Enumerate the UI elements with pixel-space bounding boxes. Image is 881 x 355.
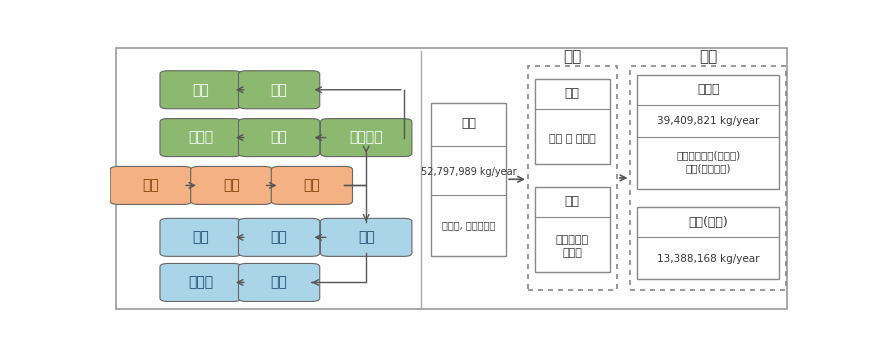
FancyBboxPatch shape (190, 166, 272, 204)
Text: 사용: 사용 (223, 179, 240, 192)
FancyBboxPatch shape (160, 218, 241, 256)
FancyBboxPatch shape (239, 218, 320, 256)
FancyBboxPatch shape (239, 263, 320, 301)
Text: 처리: 처리 (700, 49, 717, 64)
Text: 판매 및 소비자: 판매 및 소비자 (549, 134, 596, 144)
FancyBboxPatch shape (637, 75, 779, 189)
Text: 원료: 원료 (192, 230, 209, 244)
FancyBboxPatch shape (110, 166, 191, 204)
Text: 원료: 원료 (192, 83, 209, 97)
FancyBboxPatch shape (321, 218, 412, 256)
Text: 수거: 수거 (565, 195, 580, 208)
Text: 생산: 생산 (461, 117, 476, 130)
FancyBboxPatch shape (431, 103, 506, 256)
Text: 폐기(매립): 폐기(매립) (688, 215, 728, 229)
FancyBboxPatch shape (321, 119, 412, 157)
Text: 39,409,821 kg/year: 39,409,821 kg/year (657, 115, 759, 126)
Text: 유통: 유통 (563, 49, 581, 64)
Text: 13,388,168 kg/year: 13,388,168 kg/year (657, 255, 759, 264)
FancyBboxPatch shape (535, 79, 610, 164)
FancyBboxPatch shape (160, 263, 241, 301)
Text: 플라스틱: 플라스틱 (350, 131, 383, 144)
Text: 유리: 유리 (358, 230, 374, 244)
Text: 세병: 세병 (270, 275, 287, 289)
Text: 재활용: 재활용 (697, 83, 720, 96)
Text: 에너지: 에너지 (188, 131, 213, 144)
Text: 에너지지회수(열회수)
파쇄(물질회수): 에너지지회수(열회수) 파쇄(물질회수) (676, 151, 740, 173)
FancyBboxPatch shape (160, 71, 241, 109)
Text: 재사용: 재사용 (188, 275, 213, 289)
Text: 생산: 생산 (143, 179, 159, 192)
Text: 파쇄: 파쇄 (270, 83, 287, 97)
FancyBboxPatch shape (115, 48, 788, 309)
Text: 유리병, 플라스틱병: 유리병, 플라스틱병 (442, 220, 495, 230)
Text: 파쇄: 파쇄 (270, 230, 287, 244)
FancyBboxPatch shape (239, 71, 320, 109)
FancyBboxPatch shape (637, 207, 779, 279)
FancyBboxPatch shape (528, 66, 617, 290)
Text: 사용: 사용 (565, 87, 580, 100)
FancyBboxPatch shape (535, 187, 610, 272)
Text: 전문판매점
수거상: 전문판매점 수거상 (556, 235, 589, 258)
Text: 소각: 소각 (270, 131, 287, 144)
Text: 52,797,989 kg/year: 52,797,989 kg/year (421, 166, 516, 177)
Text: 수거: 수거 (304, 179, 321, 192)
FancyBboxPatch shape (160, 119, 241, 157)
FancyBboxPatch shape (271, 166, 352, 204)
FancyBboxPatch shape (239, 119, 320, 157)
FancyBboxPatch shape (631, 66, 786, 290)
